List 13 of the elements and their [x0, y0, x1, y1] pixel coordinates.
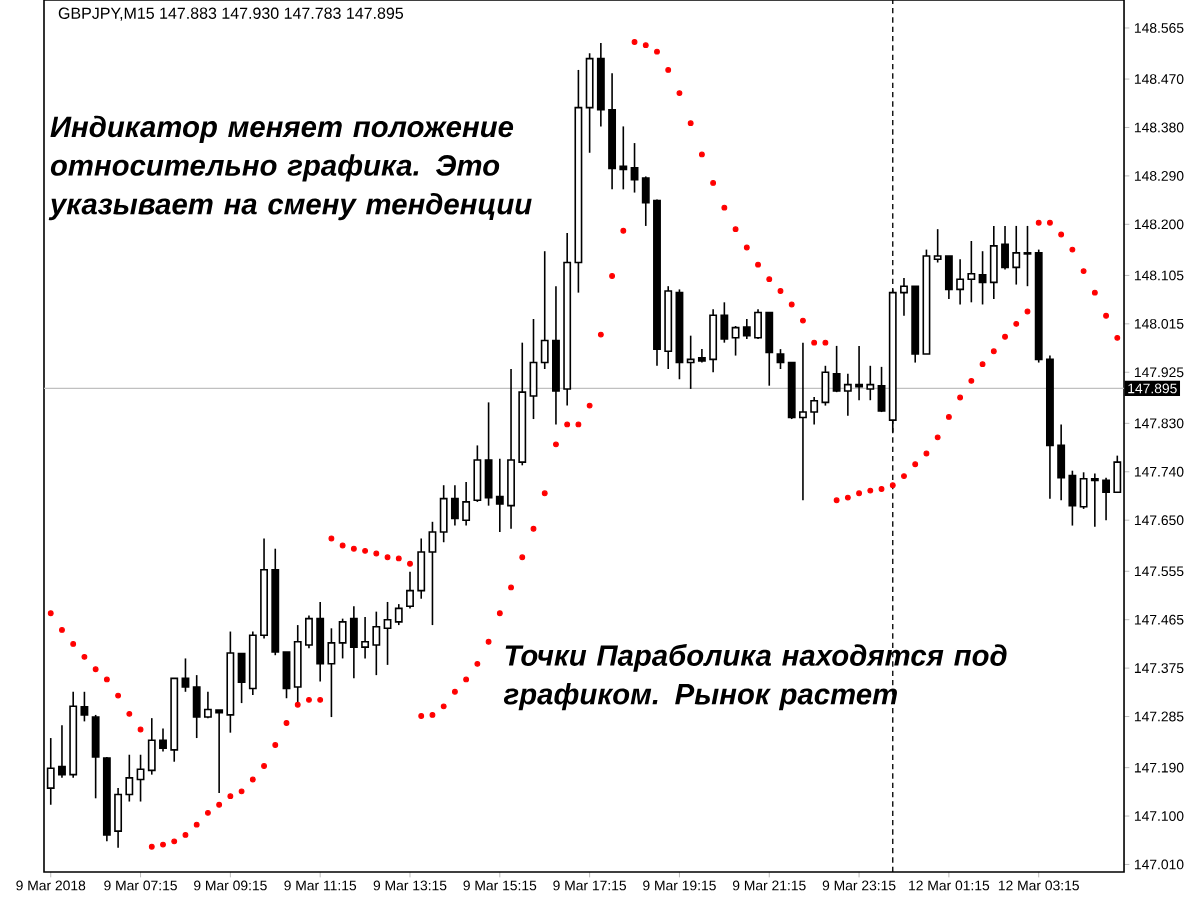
- candlestick: [428, 521, 437, 626]
- candlestick: [1023, 225, 1032, 287]
- candlestick: [877, 366, 886, 413]
- chart-title: GBPJPY,M15 147.883 147.930 147.783 147.895: [58, 7, 404, 21]
- candlestick: [136, 753, 145, 803]
- candlestick: [394, 603, 403, 626]
- candlestick: [473, 444, 482, 503]
- candlestick: [529, 318, 538, 420]
- candlestick: [383, 601, 392, 666]
- annotation: Индикатор меняет положение относительно графика. Это указывает на смену тенденции: [48, 115, 532, 221]
- candlestick: [181, 657, 190, 693]
- annotation: Точки Параболика находятся под графиком. Рынок растет: [503, 644, 1007, 711]
- candlestick: [776, 348, 785, 370]
